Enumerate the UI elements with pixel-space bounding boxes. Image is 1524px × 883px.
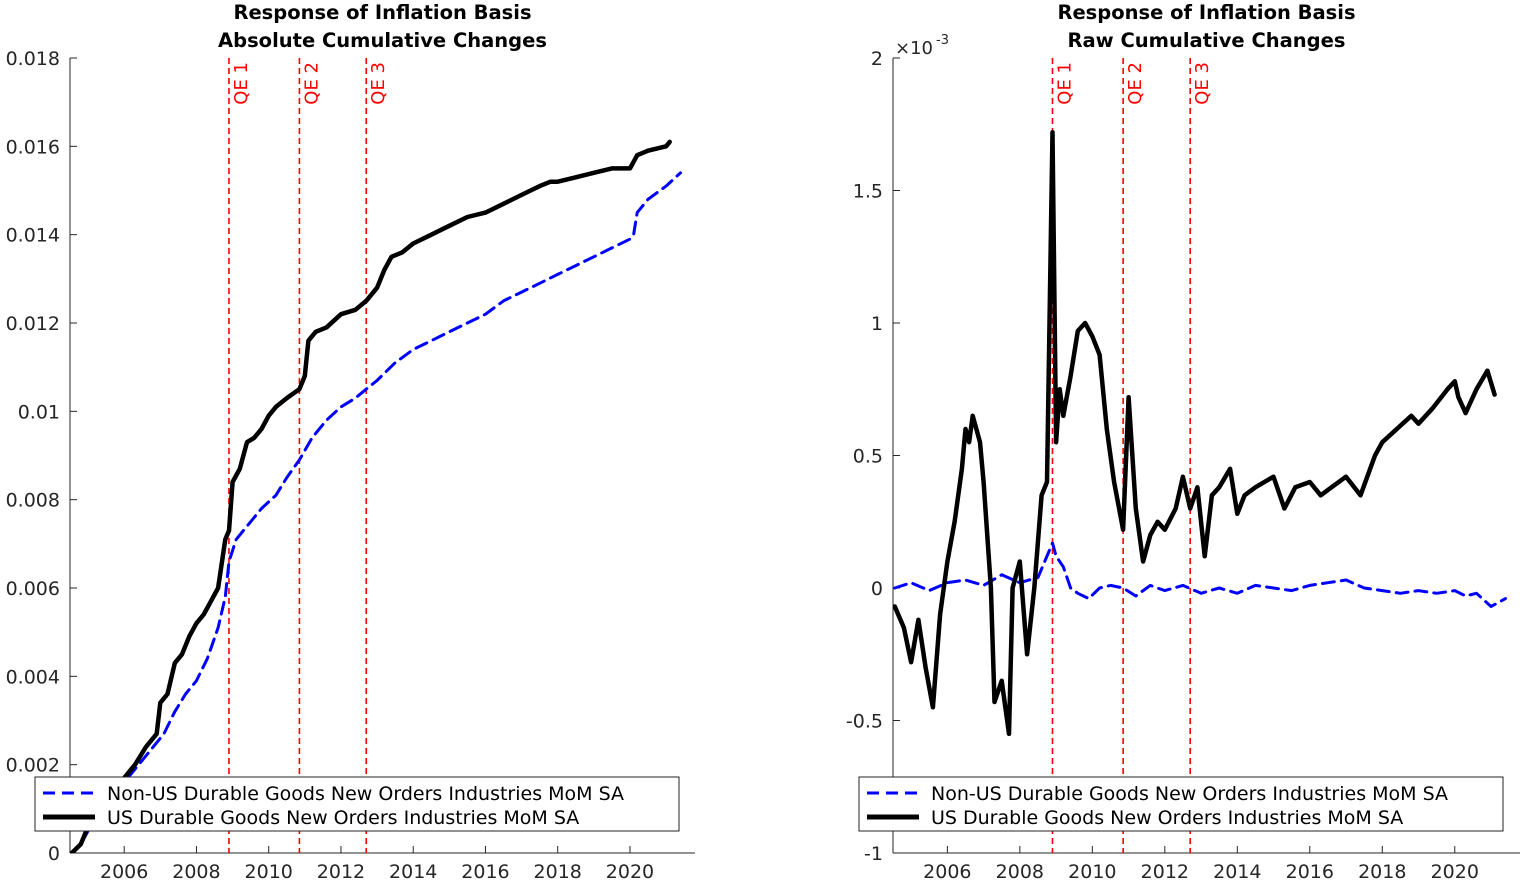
x-tick-label: 2010 (1068, 861, 1116, 883)
x-tick-label: 2020 (1431, 861, 1479, 883)
chart-panel-raw: Response of Inflation Basis Raw Cumulativ… (846, 1, 1520, 883)
chart-subtitle: Absolute Cumulative Changes (218, 29, 547, 52)
y-tick-label: 0.5 (853, 446, 883, 468)
y-tick-label: 1 (871, 313, 883, 335)
x-tick-label: 2018 (534, 861, 582, 883)
series-line-non-us (893, 541, 1507, 608)
x-tick-label: 2006 (923, 861, 971, 883)
event-label-qe2: QE 2 (1125, 62, 1146, 105)
x-tick-label: 2008 (996, 861, 1044, 883)
event-label-qe1: QE 1 (231, 62, 252, 105)
y-tick-label: 0 (48, 843, 60, 865)
x-tick-label: 2018 (1358, 861, 1406, 883)
series-line-us (70, 139, 672, 853)
legend-box (858, 776, 1504, 832)
y-tick-label: -0.5 (846, 711, 883, 733)
y-tick-label: 0.012 (6, 313, 60, 335)
event-label-qe3: QE 3 (1192, 62, 1213, 105)
y-exponent-power: -3 (936, 33, 949, 48)
legend-box (34, 776, 680, 832)
chart-panel-absolute: Response of Inflation Basis Absolute Cumu… (6, 1, 695, 883)
chart-title: Response of Inflation Basis (1057, 1, 1355, 24)
y-tick-label: 0.004 (6, 666, 60, 688)
legend-entry: Non-US Durable Goods New Orders Industri… (107, 783, 624, 805)
y-tick-label: 2 (871, 48, 883, 70)
legend: Non-US Durable Goods New Orders Industri… (34, 776, 680, 832)
event-label-qe1: QE 1 (1054, 62, 1075, 105)
x-tick-label: 2008 (172, 861, 220, 883)
series-line-us (893, 129, 1497, 737)
x-tick-label: 2020 (606, 861, 654, 883)
y-exponent-label: ×10 (895, 38, 933, 59)
legend-entry: Non-US Durable Goods New Orders Industri… (931, 783, 1448, 805)
y-tick-label: 0.018 (6, 48, 60, 70)
x-tick-label: 2012 (317, 861, 365, 883)
y-tick-label: 0.008 (6, 490, 60, 512)
y-tick-label: 0 (871, 578, 883, 600)
legend-entry: US Durable Goods New Orders Industries M… (931, 807, 1403, 829)
y-tick-label: 0.01 (18, 401, 60, 423)
x-tick-label: 2010 (245, 861, 293, 883)
event-label-qe3: QE 3 (368, 62, 389, 105)
y-tick-label: 0.002 (6, 755, 60, 777)
x-tick-label: 2006 (100, 861, 148, 883)
x-tick-label: 2012 (1141, 861, 1189, 883)
x-tick-label: 2016 (1286, 861, 1334, 883)
series-line-non-us (70, 171, 682, 853)
x-tick-label: 2014 (389, 861, 437, 883)
event-label-qe2: QE 2 (301, 62, 322, 105)
x-tick-label: 2016 (461, 861, 509, 883)
series-group (893, 129, 1507, 737)
legend-entry: US Durable Goods New Orders Industries M… (107, 807, 579, 829)
y-tick-label: 0.016 (6, 136, 60, 158)
chart-title: Response of Inflation Basis (233, 1, 531, 24)
x-tick-label: 2014 (1213, 861, 1261, 883)
y-tick-label: 0.006 (6, 578, 60, 600)
series-group (70, 139, 682, 853)
y-tick-label: -1 (864, 843, 883, 865)
legend: Non-US Durable Goods New Orders Industri… (858, 776, 1504, 832)
chart-subtitle: Raw Cumulative Changes (1068, 29, 1346, 52)
y-tick-label: 0.014 (6, 225, 60, 247)
y-tick-label: 1.5 (853, 181, 883, 203)
